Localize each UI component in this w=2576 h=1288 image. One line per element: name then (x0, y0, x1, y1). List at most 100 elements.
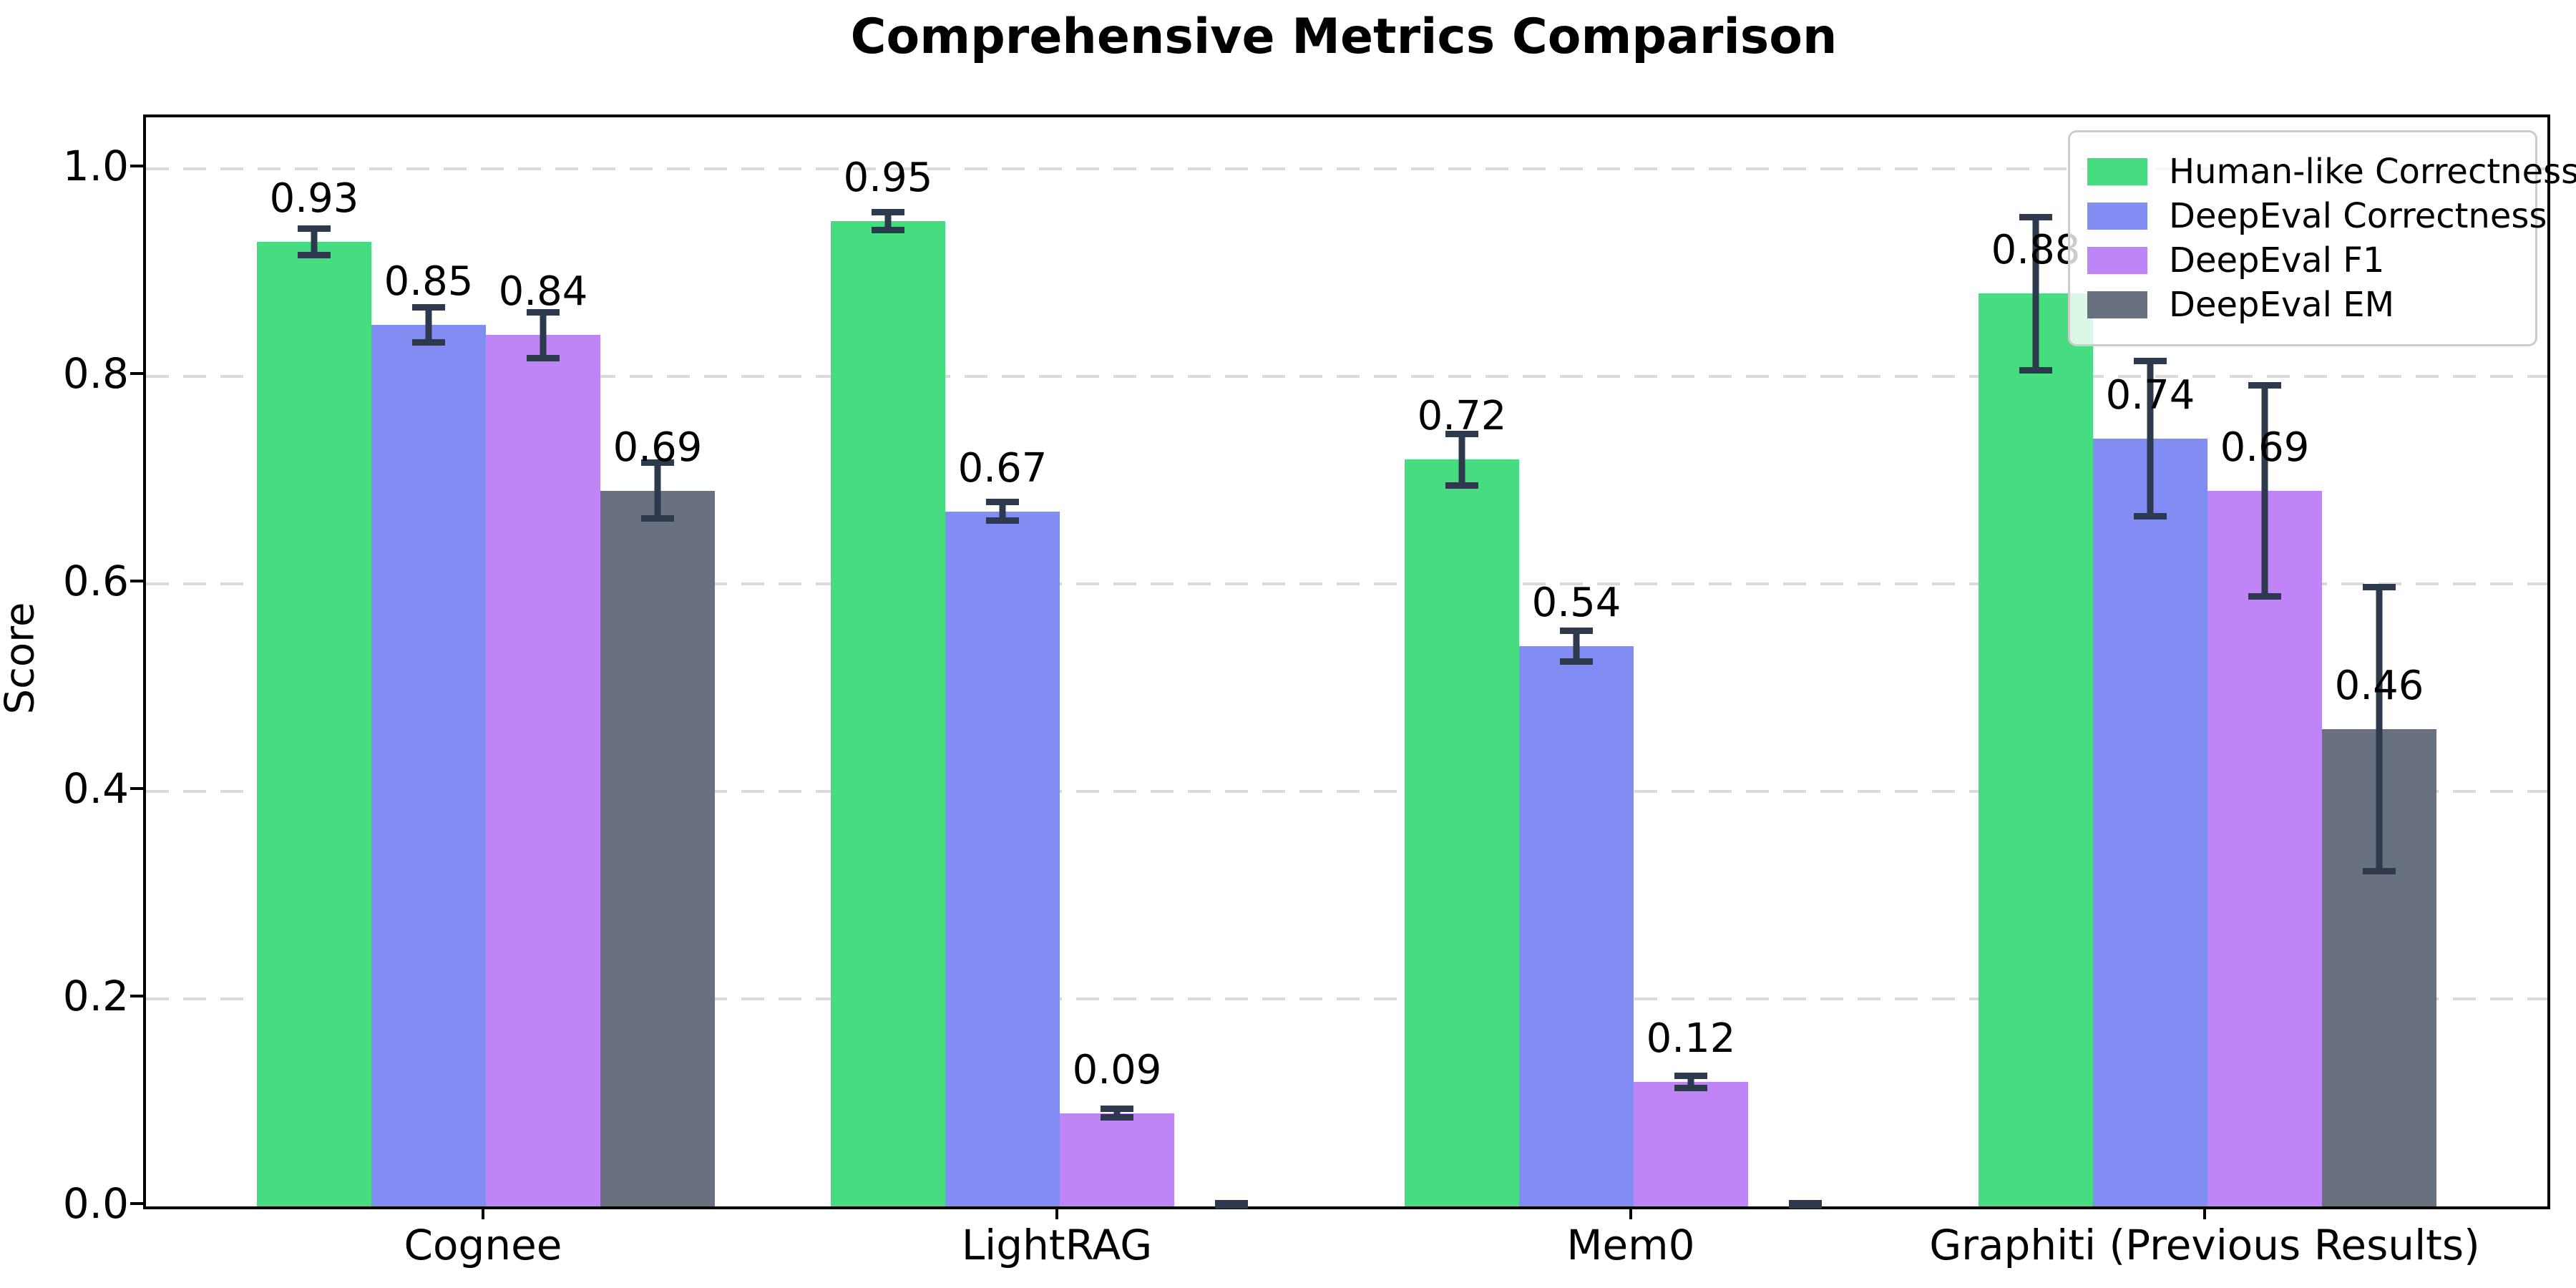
error-bar (1215, 1200, 1248, 1209)
error-bar-cap-bottom (412, 338, 445, 346)
bar-value-label: 0.54 (1531, 580, 1621, 627)
legend-label: DeepEval EM (2169, 285, 2394, 325)
y-tick-label: 0.0 (62, 1179, 129, 1228)
error-bar (1445, 430, 1478, 489)
bar-value-label: 0.46 (2334, 663, 2424, 710)
y-tick-mark (130, 1202, 143, 1205)
error-bar-stem (2261, 381, 2268, 600)
error-bar-cap-top (641, 459, 674, 467)
error-bar (2248, 381, 2281, 600)
bar-human-like-correctness (1979, 293, 2093, 1206)
y-tick-mark (130, 165, 143, 168)
bar-deepeval-f1 (486, 335, 600, 1206)
error-bar (1789, 1200, 1822, 1209)
error-bar-stem (1113, 1106, 1121, 1121)
bar-value-label: 0.84 (498, 268, 588, 316)
bar-value-label: 0.69 (613, 424, 703, 471)
bar-deepeval-correctness (371, 324, 486, 1206)
error-bar-cap-bottom (1445, 482, 1478, 489)
bar-value-label: 0.88 (1991, 227, 2081, 274)
bar-deepeval-correctness (945, 511, 1060, 1206)
error-bar-cap-bottom (1101, 1113, 1133, 1121)
bar-value-label: 0.67 (957, 444, 1048, 492)
y-tick-mark (130, 372, 143, 376)
bar-value-label: 0.72 (1417, 393, 1507, 440)
error-bar-stem (540, 309, 547, 361)
gridline (146, 582, 2547, 586)
gridline (146, 167, 2547, 171)
error-bar-cap-top (1445, 430, 1478, 437)
error-bar-cap-top (298, 225, 331, 232)
legend-swatch (2087, 158, 2147, 185)
error-bar-cap-top (2019, 213, 2052, 220)
bar-deepeval-f1 (2207, 490, 2322, 1206)
legend-item: Human-like Correctness (2087, 150, 2576, 194)
error-bar (872, 208, 904, 234)
legend-label: DeepEval Correctness (2169, 196, 2547, 236)
error-bar-cap-top (527, 309, 560, 316)
legend-item: DeepEval Correctness (2087, 194, 2547, 238)
legend-label: Human-like Correctness (2169, 152, 2576, 192)
error-bar (412, 303, 445, 346)
bar-value-label: 0.09 (1072, 1046, 1162, 1093)
y-tick-label: 0.8 (62, 349, 129, 399)
plot-area: 0.93 0.85 0.84 0.69 0.95 0.67 0.09 0.72 0.54 0.12… (143, 114, 2576, 1209)
legend-swatch (2087, 291, 2147, 318)
x-tick-label: Mem0 (1566, 1221, 1695, 1269)
error-bar-cap-top (1674, 1073, 1707, 1080)
error-bar-cap-top (1101, 1106, 1133, 1113)
error-bar (2363, 584, 2396, 875)
bar-deepeval-f1 (1060, 1113, 1174, 1206)
bar-value-label: 0.74 (2105, 372, 2195, 419)
bar-deepeval-correctness (2093, 439, 2207, 1206)
error-bar (1560, 628, 1593, 665)
y-tick-mark (130, 787, 143, 791)
legend: Human-like Correctness DeepEval Correctne… (2068, 130, 2576, 346)
error-bar (527, 309, 560, 361)
error-bar-stem (1687, 1073, 1694, 1092)
error-bar-stem (2147, 358, 2154, 520)
legend-item: DeepEval EM (2087, 283, 2521, 327)
error-bar-stem (884, 208, 892, 234)
error-bar (986, 499, 1019, 525)
error-bar-stem (654, 459, 661, 522)
legend-label: DeepEval F1 (2169, 240, 2385, 280)
y-tick-mark (130, 995, 143, 998)
legend-swatch (2087, 247, 2147, 274)
error-bar-cap-top (1560, 628, 1593, 635)
error-bar-stem (311, 225, 318, 259)
bar-human-like-correctness (831, 220, 945, 1206)
gridline (146, 790, 2547, 794)
error-bar (2019, 213, 2052, 374)
bar-deepeval-correctness (1519, 646, 1634, 1206)
x-tick-label: Cognee (404, 1221, 562, 1269)
error-bar (641, 459, 674, 522)
y-tick-label: 0.6 (62, 557, 129, 606)
error-bar-cap-bottom (872, 227, 904, 234)
error-bar-cap-bottom (527, 354, 560, 361)
y-axis-title: Score (0, 602, 44, 715)
legend-item: DeepEval F1 (2087, 238, 2521, 283)
bar-human-like-correctness (257, 241, 371, 1206)
error-bar-cap-bottom (1215, 1200, 1248, 1206)
bar-value-label: 0.12 (1646, 1015, 1736, 1063)
error-bar-cap-bottom (298, 252, 331, 259)
error-bar-stem (1458, 430, 1465, 489)
bar-value-label: 0.93 (269, 175, 359, 222)
error-bar-stem (425, 303, 432, 346)
x-tick-mark (1055, 1206, 1058, 1219)
error-bar-cap-bottom (986, 517, 1019, 525)
gridline (146, 375, 2547, 379)
error-bar-stem (2032, 213, 2039, 374)
error-bar-stem (2376, 584, 2383, 875)
error-bar-cap-top (2363, 584, 2396, 591)
bar-value-label: 0.95 (843, 154, 933, 201)
error-bar-cap-bottom (1560, 658, 1593, 665)
error-bar-cap-bottom (1789, 1200, 1822, 1206)
chart-title: Comprehensive Metrics Comparison (850, 9, 1838, 65)
error-bar (1101, 1106, 1133, 1121)
x-tick-label: Graphiti (Previous Results) (1929, 1221, 2480, 1269)
error-bar-stem (999, 499, 1006, 525)
bar-human-like-correctness (1405, 459, 1519, 1206)
error-bar (298, 225, 331, 259)
